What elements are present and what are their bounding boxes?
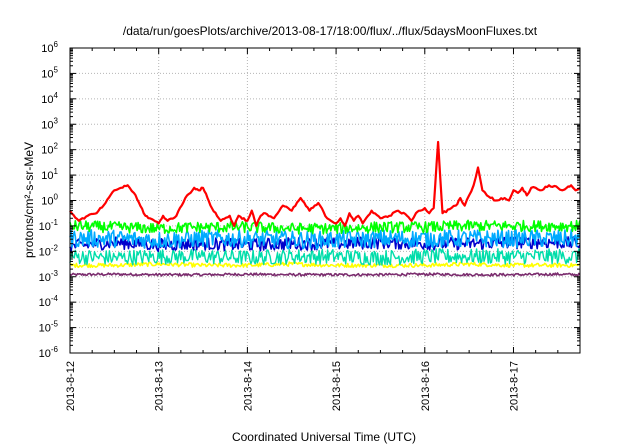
grid-layer	[70, 48, 580, 353]
series-line-1	[69, 140, 581, 227]
x-tick-label: 2013-8-14	[242, 361, 254, 411]
series-line-3	[69, 229, 581, 250]
y-tick-label: 10-4	[39, 294, 59, 309]
y-tick-label: 106	[41, 40, 58, 55]
x-tick-label: 2013-8-17	[508, 361, 520, 411]
series-line-2	[69, 219, 581, 235]
x-axis-label: Coordinated Universal Time (UTC)	[232, 430, 416, 444]
x-tick-label: 2013-8-13	[154, 361, 166, 411]
y-axis-label: protons/cm²-s-sr-MeV	[22, 142, 36, 258]
x-tick-label: 2013-8-15	[331, 361, 343, 411]
series-line-6	[69, 261, 581, 269]
series-line-5	[69, 248, 581, 266]
y-tick-label: 105	[41, 65, 58, 80]
y-tick-label: 10-6	[39, 345, 59, 360]
series-line-7	[69, 272, 581, 277]
y-tick-label: 10-1	[39, 218, 59, 233]
y-tick-label: 10-2	[39, 243, 59, 258]
y-tick-label: 100	[41, 193, 58, 208]
y-tick-label: 104	[41, 91, 58, 106]
y-tick-label: 10-3	[39, 269, 59, 284]
y-tick-label: 10-5	[39, 320, 59, 335]
y-tick-label: 102	[41, 142, 58, 157]
series-layer	[69, 140, 581, 277]
y-tick-label: 101	[41, 167, 58, 182]
x-tick-label: 2013-8-16	[420, 361, 432, 411]
y-tick-label: 103	[41, 116, 58, 131]
x-tick-label: 2013-8-12	[65, 361, 77, 411]
chart-title: /data/run/goesPlots/archive/2013-08-17/1…	[123, 24, 538, 38]
tick-layer: 106 105 104 103 102 101 100 10-1 10-2 10-3 10-4 10-…	[39, 40, 580, 411]
